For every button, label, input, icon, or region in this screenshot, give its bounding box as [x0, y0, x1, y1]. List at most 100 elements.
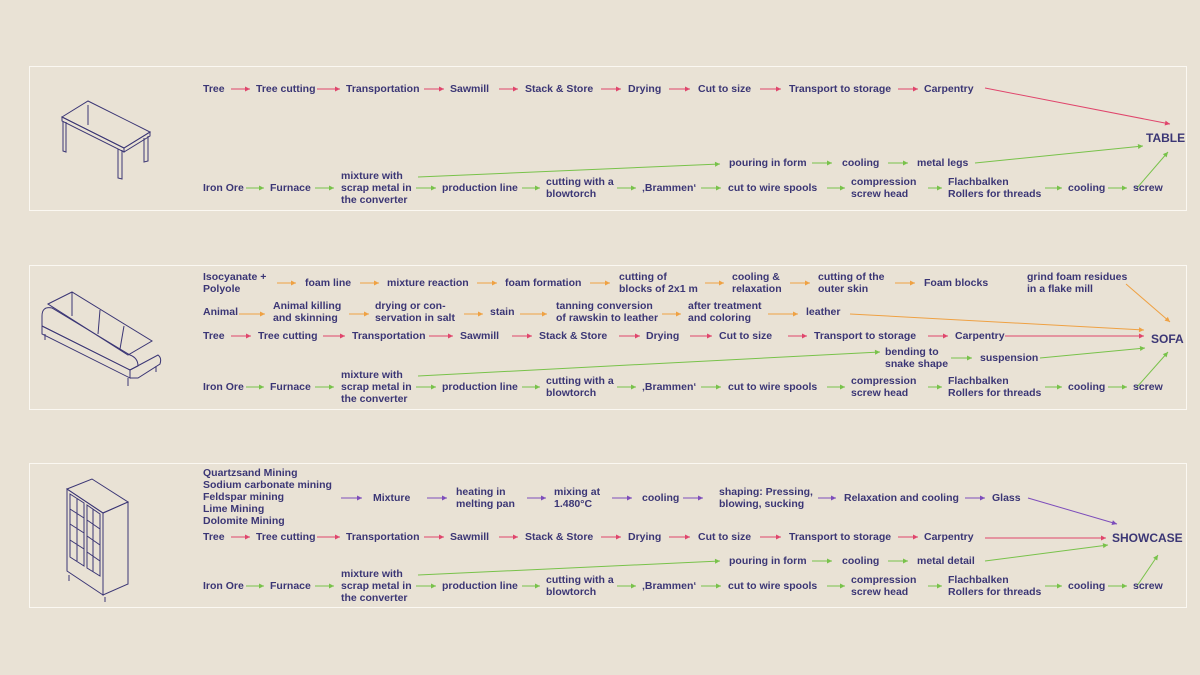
arrow-head — [805, 280, 810, 286]
flow-step: compression screw head — [851, 375, 917, 399]
flow-step: cooling — [1068, 381, 1106, 393]
flow-step: after treatment and coloring — [688, 300, 762, 324]
flow-step: mixture with scrap metal in the converte… — [341, 170, 412, 206]
arrow-head — [616, 86, 621, 92]
flow-step: compression screw head — [851, 574, 917, 598]
arrow-head — [329, 384, 334, 390]
flow-step: Relaxation and cooling — [844, 492, 959, 504]
flow-arrow — [974, 145, 1144, 164]
arrow-head — [967, 355, 972, 361]
flow-step: Tree cutting — [256, 531, 316, 543]
flow-step: Iron Ore — [203, 381, 244, 393]
arrow-head — [685, 86, 690, 92]
flow-step: Flachbalken Rollers for threads — [948, 574, 1042, 598]
arrow-head — [719, 280, 724, 286]
flow-step: cut to wire spools — [728, 182, 818, 194]
arrow-head — [685, 534, 690, 540]
flow-step: Transportation — [352, 330, 426, 342]
flow-step: Sawmill — [450, 531, 490, 543]
arrow-head — [439, 534, 444, 540]
flow-step: production line — [442, 580, 518, 592]
product-sofa: SOFA — [1151, 332, 1184, 346]
arrow-head — [776, 534, 781, 540]
arrow-head — [676, 311, 681, 317]
arrow-head — [335, 534, 340, 540]
flow-step: ‚Brammen‘ — [642, 580, 697, 592]
flow-arrow — [1136, 151, 1169, 189]
arrow-head — [827, 160, 832, 166]
arrow-head — [374, 280, 379, 286]
flow-step: Furnace — [270, 580, 311, 592]
flow-step: drying or con- servation in salt — [375, 300, 455, 324]
arrow-head — [605, 280, 610, 286]
flow-step: cutting of the outer skin — [818, 271, 885, 295]
arrow-head — [1153, 555, 1158, 561]
arrow-head — [431, 185, 436, 191]
flow-step: mixture with scrap metal in the converte… — [341, 568, 412, 604]
flow-step: Carpentry — [955, 330, 1005, 342]
flow-step: cutting of blocks of 2x1 m — [619, 271, 698, 295]
flow-step: Animal killing and skinning — [273, 300, 342, 324]
flow-arrow — [417, 560, 721, 576]
arrow-head — [943, 333, 948, 339]
flow-step: Drying — [628, 83, 662, 95]
arrow-head — [707, 333, 712, 339]
arrow-head — [937, 583, 942, 589]
arrow-head — [716, 185, 721, 191]
arrow-head — [1102, 543, 1108, 549]
arrow-head — [340, 333, 345, 339]
flow-step: Stack & Store — [539, 330, 608, 342]
arrow-head — [627, 495, 632, 501]
arrow-head — [827, 558, 832, 564]
flow-step: Transport to storage — [789, 83, 892, 95]
table-icon — [60, 100, 152, 180]
flow-step: Sawmill — [460, 330, 500, 342]
arrow-head — [260, 311, 265, 317]
flow-arrow — [849, 313, 1145, 331]
arrow-head — [631, 384, 636, 390]
arrow-head — [631, 185, 636, 191]
flow-arrow — [984, 87, 1171, 125]
arrow-head — [910, 280, 915, 286]
arrow-head — [259, 583, 264, 589]
flow-step: leather — [806, 306, 841, 318]
arrow-head — [840, 384, 845, 390]
flow-step: Glass — [992, 492, 1021, 504]
flow-step: ‚Brammen‘ — [642, 182, 697, 194]
flow-step: screw — [1133, 580, 1163, 592]
flow-step: Drying — [646, 330, 680, 342]
flow-step: foam line — [305, 277, 352, 289]
arrow-head — [364, 311, 369, 317]
flow-step: metal detail — [917, 555, 975, 567]
arrow-head — [1101, 535, 1106, 541]
arrow-head — [439, 86, 444, 92]
sofa-panel — [29, 265, 1187, 410]
flow-step: screw — [1133, 182, 1163, 194]
sofa-icon — [41, 291, 162, 386]
flow-arrow — [417, 163, 721, 178]
arrow-head — [542, 311, 547, 317]
arrow-head — [714, 161, 720, 167]
flow-arrow — [1039, 347, 1146, 359]
arrow-head — [329, 583, 334, 589]
arrow-head — [1139, 333, 1144, 339]
flow-step: cooling — [842, 555, 880, 567]
arrow-head — [448, 333, 453, 339]
flow-step: Mixture — [373, 492, 411, 504]
arrow-head — [513, 86, 518, 92]
flow-step: Tree cutting — [258, 330, 318, 342]
flow-step: heating in melting pan — [456, 486, 515, 510]
flow-step: Furnace — [270, 182, 311, 194]
arrow-head — [716, 583, 721, 589]
arrow-head — [831, 495, 836, 501]
arrow-head — [840, 185, 845, 191]
showcase-panel — [29, 463, 1187, 608]
flow-step: foam formation — [505, 277, 582, 289]
arrow-head — [246, 333, 251, 339]
arrow-head — [1122, 185, 1127, 191]
flow-step: pouring in form — [729, 157, 807, 169]
arrow-head — [1122, 583, 1127, 589]
arrow-head — [793, 311, 798, 317]
arrow-head — [840, 583, 845, 589]
arrow-head — [291, 280, 296, 286]
